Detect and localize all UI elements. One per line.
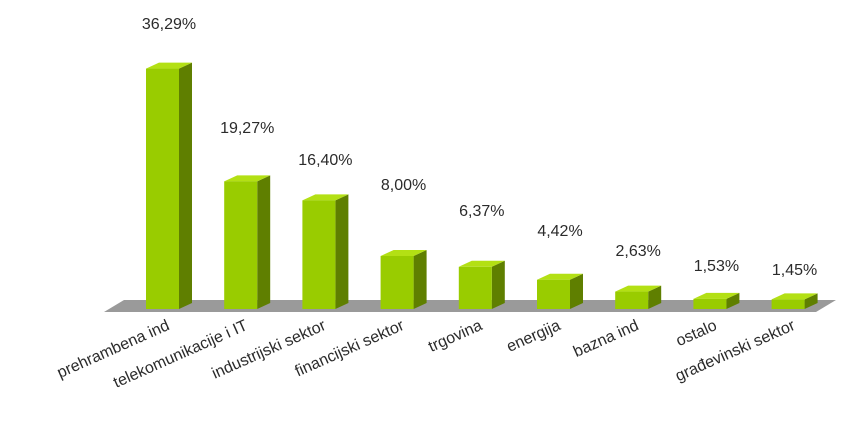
bar-side-face [179,62,192,309]
bar-side-face [648,285,662,309]
bar-top-face [146,62,192,69]
value-label: 36,29% [142,16,196,33]
bar-front-face [380,256,414,309]
bar-3 [380,250,427,309]
bar-side-face [570,273,583,309]
value-label: 19,27% [220,120,274,137]
bar-6 [615,285,662,309]
bar-top-face [615,285,662,292]
bar-1 [224,175,271,309]
bar-top-face [537,273,583,280]
category-label: bazna ind [571,317,641,361]
bar-top-face [693,292,740,299]
value-label: 1,45% [772,262,817,279]
bar-side-face [257,175,271,309]
bar-4 [458,260,505,309]
bar-front-face [224,181,258,309]
bar-side-face [726,292,740,309]
bar-top-face [224,175,271,182]
bar-front-face [615,291,649,309]
value-label: 2,63% [616,243,661,260]
category-label: energija [504,317,563,356]
value-label: 1,53% [694,258,739,275]
value-labels-layer: 36,29% 19,27% 16,40% 8,00% 6,37% 4,42% 2,63% 1,… [142,16,817,279]
bar-5 [537,273,583,309]
bar-top-face [771,293,818,300]
category-label: ostalo [674,317,720,350]
category-label: trgovina [426,317,485,356]
bar-front-face [537,279,570,309]
category-label: telekomunikacije i IT [111,317,251,392]
bar-front-face [146,68,179,309]
value-label: 8,00% [381,177,426,194]
bar-7 [693,292,740,309]
bar-top-face [380,250,427,256]
value-label: 4,42% [537,223,582,240]
bar-top-face [458,260,505,267]
bar-side-face [491,260,505,309]
value-label: 6,37% [459,203,504,220]
bar-front-face [302,200,336,309]
bar-side-face [335,194,349,309]
bars-layer [146,62,818,309]
bar-0 [146,62,192,309]
bar-8 [771,293,818,309]
bar-side-face [804,293,818,309]
bar-2 [302,194,349,309]
bar-front-face [771,299,805,309]
value-label: 16,40% [298,152,352,169]
bar-side-face [413,250,427,309]
bar-front-face [458,266,492,309]
bar-front-face [693,298,727,309]
bar-top-face [302,194,349,201]
